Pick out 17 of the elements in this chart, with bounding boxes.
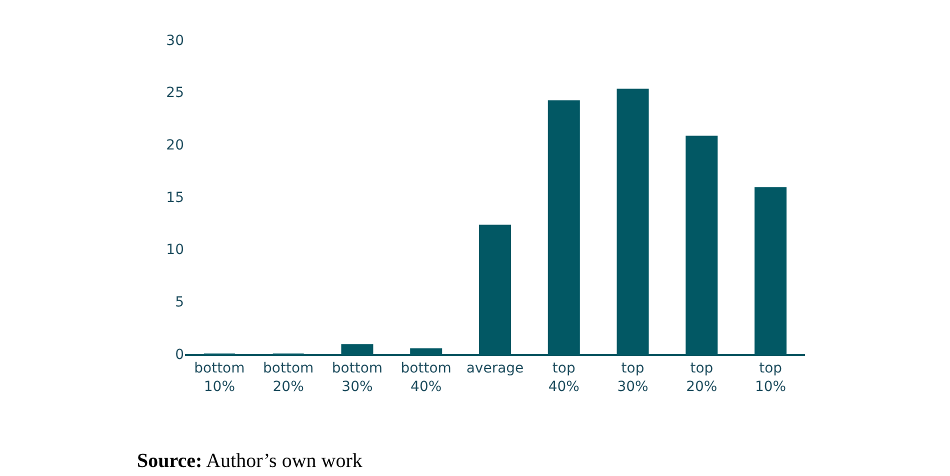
- x-tick-label: top 20%: [686, 360, 718, 395]
- x-tick-label: bottom 30%: [332, 360, 383, 395]
- source-note: Source: Author’s own work: [137, 450, 362, 472]
- y-tick-label: 20: [166, 138, 184, 154]
- x-tick-label: bottom 40%: [400, 360, 452, 395]
- y-tick-label: 25: [166, 85, 184, 102]
- y-tick-label: 5: [175, 294, 184, 311]
- x-tick-label: average: [466, 360, 524, 377]
- x-tick-label: bottom 10%: [194, 360, 245, 395]
- y-tick-label: 15: [166, 190, 184, 206]
- y-tick-label: 10: [166, 242, 184, 258]
- x-tick-label: top 10%: [754, 360, 786, 395]
- x-tick-label: top 40%: [548, 360, 580, 395]
- x-tick-label: bottom 20%: [263, 360, 314, 395]
- x-tick-label: top 30%: [617, 360, 648, 395]
- y-tick-label: 30: [166, 32, 184, 49]
- y-tick-label: 0: [175, 346, 184, 363]
